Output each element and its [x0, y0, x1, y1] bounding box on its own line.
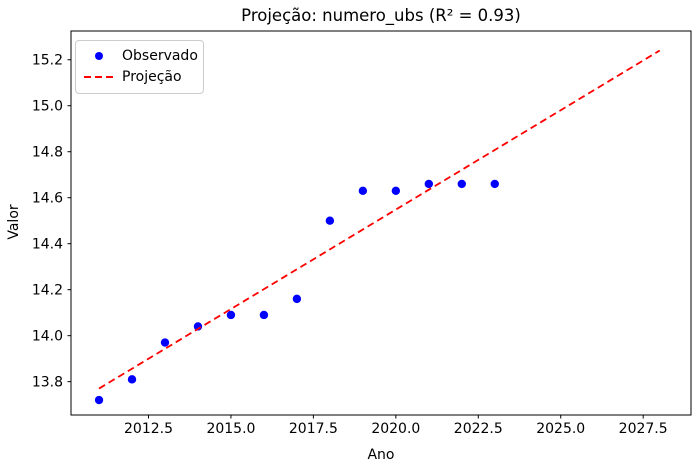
- legend-label-projecao: Projeção: [122, 68, 182, 85]
- x-tick-label: 2015.0: [206, 421, 255, 437]
- data-point: [490, 179, 499, 189]
- legend: Observado Projeção: [75, 40, 204, 94]
- y-tick-label: 14.4: [32, 237, 63, 253]
- dashed-line-icon: [84, 75, 114, 78]
- data-point: [391, 186, 401, 196]
- data-point: [424, 179, 434, 189]
- x-tick-label: 2012.5: [124, 421, 173, 437]
- data-point: [127, 375, 137, 384]
- x-tick-label: 2017.5: [289, 421, 338, 437]
- data-point: [292, 294, 302, 304]
- data-point: [94, 395, 104, 405]
- data-point: [160, 338, 170, 347]
- y-tick-label: 15.0: [32, 99, 63, 115]
- x-tick-label: 2025.0: [536, 421, 585, 437]
- y-tick-label: 15.2: [32, 53, 63, 69]
- data-point: [226, 310, 236, 320]
- dot-icon: [84, 51, 114, 60]
- y-tick-label: 13.8: [32, 375, 63, 391]
- data-point: [325, 216, 335, 225]
- y-tick-label: 14.8: [32, 145, 63, 161]
- legend-item-observado: Observado: [84, 45, 198, 66]
- axes-frame: [70, 30, 692, 416]
- y-tick-label: 14.0: [32, 329, 63, 345]
- scatter-marker-icon: [95, 51, 103, 60]
- chart-title: Projeção: numero_ubs (R² = 0.93): [241, 6, 521, 25]
- legend-label-observado: Observado: [122, 47, 198, 64]
- legend-item-projecao: Projeção: [84, 66, 195, 87]
- x-tick-label: 2020.0: [371, 421, 420, 437]
- x-tick-label: 2027.5: [619, 421, 668, 437]
- x-axis-label: Ano: [367, 447, 395, 463]
- data-point: [358, 186, 368, 196]
- y-axis-label: Valor: [6, 204, 22, 240]
- data-point: [457, 179, 466, 189]
- dashed-line-marker-icon: [84, 75, 114, 78]
- y-tick-label: 14.6: [32, 191, 63, 207]
- y-tick-label: 14.2: [32, 283, 63, 299]
- projection-line: [98, 49, 661, 390]
- data-point: [259, 310, 269, 320]
- x-tick-label: 2022.5: [454, 421, 503, 437]
